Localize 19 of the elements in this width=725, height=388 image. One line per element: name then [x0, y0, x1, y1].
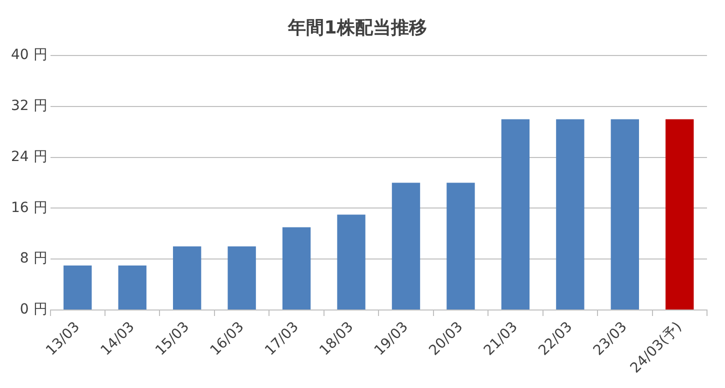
bar	[501, 119, 530, 310]
bar	[282, 227, 311, 310]
y-tick-label: 0 円	[20, 302, 48, 318]
y-tick-label: 8 円	[20, 250, 48, 267]
bar	[392, 182, 420, 310]
bar	[556, 119, 584, 310]
y-tick-label: 32 円	[11, 98, 48, 114]
y-tick-label: 16 円	[11, 200, 48, 216]
bar	[172, 246, 202, 310]
bar	[228, 246, 256, 310]
chart-title: 年間1株配当推移	[287, 17, 427, 38]
bar	[666, 119, 694, 310]
bar	[446, 182, 475, 310]
bar	[118, 265, 146, 310]
y-tick-label: 40 円	[11, 47, 48, 64]
bar	[610, 119, 640, 310]
y-tick-label: 24 円	[11, 148, 48, 165]
bar	[337, 214, 366, 310]
bar	[64, 265, 92, 310]
